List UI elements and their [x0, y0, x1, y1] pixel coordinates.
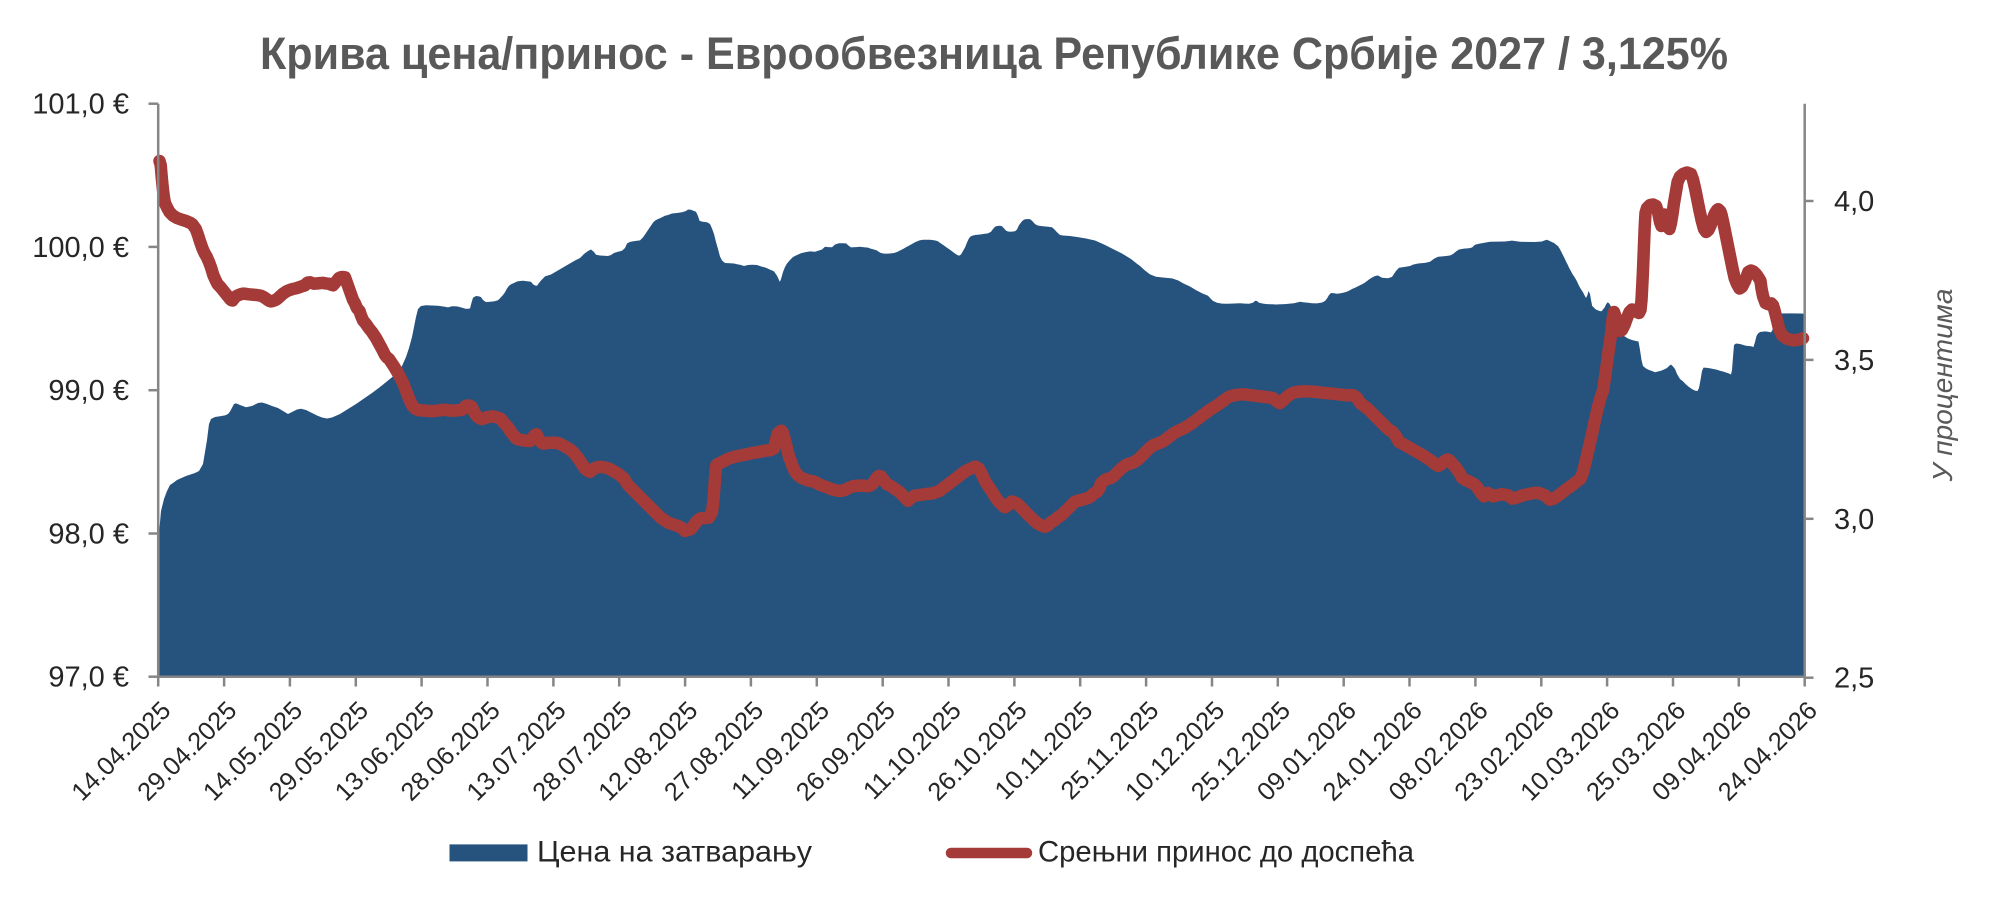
svg-text:Срењни принос до доспећа: Срењни принос до доспећа: [1038, 836, 1414, 869]
svg-text:2,5: 2,5: [1834, 663, 1874, 695]
svg-text:4,0: 4,0: [1834, 186, 1874, 218]
svg-text:97,0 €: 97,0 €: [48, 662, 129, 694]
svg-text:101,0 €: 101,0 €: [32, 89, 129, 121]
svg-text:3,0: 3,0: [1834, 504, 1874, 536]
svg-text:Крива цена/принос - Еврообвезн: Крива цена/принос - Еврообвезница Републ…: [260, 28, 1728, 79]
svg-text:Цена на затварању: Цена на затварању: [537, 836, 812, 869]
svg-text:100,0 €: 100,0 €: [32, 232, 129, 264]
svg-text:99,0 €: 99,0 €: [48, 375, 129, 407]
svg-text:98,0 €: 98,0 €: [48, 519, 129, 551]
svg-text:3,5: 3,5: [1834, 345, 1874, 377]
svg-text:У процентима: У процентима: [1927, 289, 1958, 483]
